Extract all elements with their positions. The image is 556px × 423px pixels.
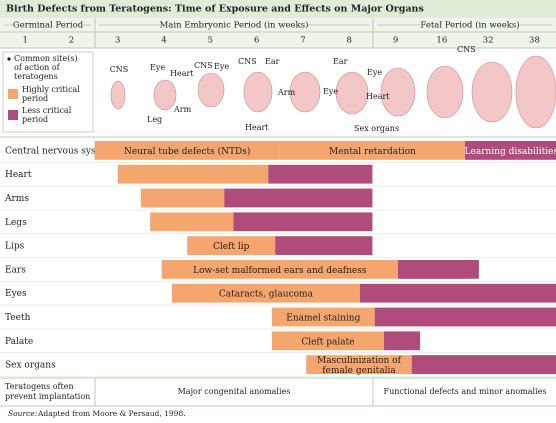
week-label: 5 (208, 36, 213, 46)
bar-label-line: Cleft lip (213, 242, 250, 252)
bar-label-line: Low-set malformed ears and deafness (193, 265, 367, 275)
organ-label: Ear (333, 57, 348, 66)
footer-minor: Functional defects and minor anomalies (384, 387, 547, 396)
week-label: 16 (436, 36, 447, 46)
bar-label-line: Neural tube defects (NTDs) (124, 145, 250, 156)
period-bar (384, 331, 420, 350)
organ-label: CNS (238, 57, 257, 66)
week-label: 6 (254, 36, 259, 46)
bar-label-line: Cataracts, glaucoma (219, 289, 314, 299)
row-label: Eyes (5, 289, 27, 299)
embryo (111, 81, 125, 109)
row-label: Heart (5, 170, 32, 180)
organ-label: CNS (194, 61, 213, 70)
bar-label: Enamel staining (286, 313, 360, 323)
bar-label-line: Masculinization of (317, 356, 402, 366)
bar-label-line: Learning disabilities (465, 146, 556, 156)
row-label: Teeth (5, 313, 31, 323)
embryo (472, 62, 512, 122)
period-bar (275, 236, 372, 255)
row-label: Ears (5, 265, 26, 275)
organ-label: Arm (277, 88, 296, 97)
embryo (154, 80, 176, 110)
embryo (244, 72, 272, 112)
week-label: 1 (22, 36, 27, 46)
embryo (336, 72, 368, 114)
organ-label: Eye (323, 87, 338, 96)
bar-label: Learning disabilities (465, 146, 556, 156)
period-bar (375, 308, 556, 327)
legend-swatch (8, 89, 18, 99)
period-bar (268, 165, 372, 184)
week-label: 38 (529, 36, 540, 46)
period: Fetal Period (in weeks) (420, 20, 519, 31)
period-bar (224, 189, 372, 208)
period-bar (398, 260, 479, 279)
embryo (516, 56, 556, 128)
line: prevent implantation (5, 392, 90, 401)
source: Adapted from Moore & Persaud, 1998. (37, 409, 186, 418)
row-label: Legs (5, 218, 27, 228)
title: Birth Defects from Teratogens: Time of E… (6, 4, 424, 15)
organ-label: Heart (170, 69, 194, 78)
row-label: Palate (5, 337, 33, 347)
organ-label: Leg (147, 115, 162, 124)
week-label: 8 (347, 36, 352, 46)
period-bar (412, 355, 556, 374)
organ-label: Sex organs (354, 124, 399, 133)
organ-label: Heart (245, 123, 269, 132)
period-bar (360, 284, 556, 303)
week-label: 3 (115, 36, 120, 46)
organ-label: Eye (150, 63, 165, 72)
bar-label-line: Mental retardation (329, 146, 416, 156)
week-label: 2 (69, 36, 74, 46)
organ-label: CNS (457, 45, 476, 54)
bar-label: Mental retardation (329, 146, 416, 156)
bar-label: Neural tube defects (NTDs) (124, 145, 250, 156)
period-bar (234, 212, 373, 231)
week-label: 4 (161, 36, 166, 46)
row-label: Lips (5, 242, 25, 252)
organ-label: Arm (173, 105, 192, 114)
bar-label-line: Cleft palate (301, 337, 354, 347)
row-label: Arms (4, 194, 29, 204)
source-tag: Source: (8, 409, 38, 418)
week-label: 32 (483, 36, 494, 46)
week-label: 9 (393, 36, 398, 46)
period-bar (150, 212, 233, 231)
organ-label: Ear (265, 57, 280, 66)
bar-label-line: female genitalia (322, 366, 396, 376)
period-bar (141, 189, 224, 208)
week-label: 7 (300, 36, 305, 46)
bar-label: Cleft lip (213, 242, 250, 252)
embryo (427, 66, 463, 118)
organ-label: Eye (367, 68, 382, 77)
legend-swatch (8, 110, 18, 120)
bar-label: Low-set malformed ears and deafness (193, 265, 367, 275)
organ-label: Heart (366, 92, 390, 101)
organ-label: Eye (214, 62, 229, 71)
bar-label-line: Enamel staining (286, 313, 360, 323)
period-bar (118, 165, 268, 184)
footer-major: Major congenital anomalies (178, 387, 291, 396)
figure: Birth Defects from Teratogens: Time of E… (0, 0, 556, 423)
bar-label: Cataracts, glaucoma (219, 289, 314, 299)
period: Main Embryonic Period (in weeks) (160, 20, 309, 31)
row-label: Sex organs (5, 361, 56, 371)
bar-label: Cleft palate (301, 337, 354, 347)
embryo (198, 73, 224, 107)
period: Germinal Period (13, 21, 84, 31)
organ-label: CNS (110, 65, 129, 74)
line: Teratogens often (5, 382, 74, 391)
legend-dot (7, 57, 10, 60)
